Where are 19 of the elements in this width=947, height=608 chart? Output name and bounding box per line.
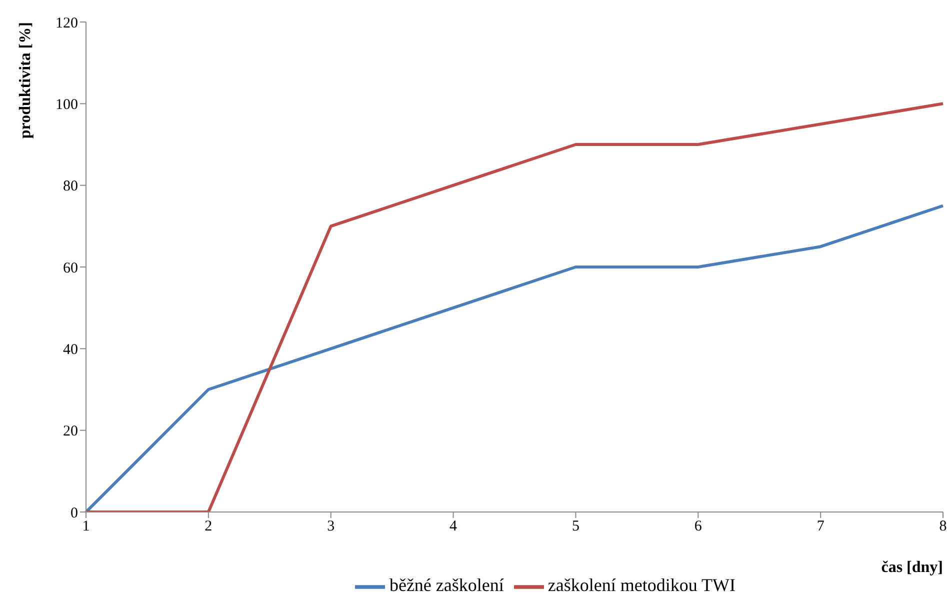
x-tick-label: 8	[939, 518, 947, 535]
legend-label: zaškolení metodikou TWI	[548, 575, 736, 596]
x-tick-label: 6	[694, 518, 702, 535]
y-tick-label: 20	[63, 424, 78, 440]
x-tick-label: 2	[204, 518, 212, 535]
x-tick-label: 7	[816, 518, 825, 535]
x-tick-label: 4	[450, 518, 458, 535]
legend-label: běžné zaškolení	[389, 575, 504, 596]
y-tick-label: 60	[63, 260, 78, 276]
y-tick-label: 120	[56, 15, 78, 32]
x-tick-label: 1	[82, 518, 90, 535]
x-tick-label: 3	[327, 518, 335, 535]
y-axis-title: produktivita [%]	[17, 22, 34, 139]
x-axis-title: čas [dny]	[881, 559, 943, 576]
y-tick-label: 40	[63, 342, 78, 358]
y-tick-label: 100	[56, 96, 78, 113]
y-tick-label: 0	[70, 505, 78, 522]
y-tick-label: 80	[63, 178, 78, 195]
x-tick-label: 5	[572, 518, 580, 535]
